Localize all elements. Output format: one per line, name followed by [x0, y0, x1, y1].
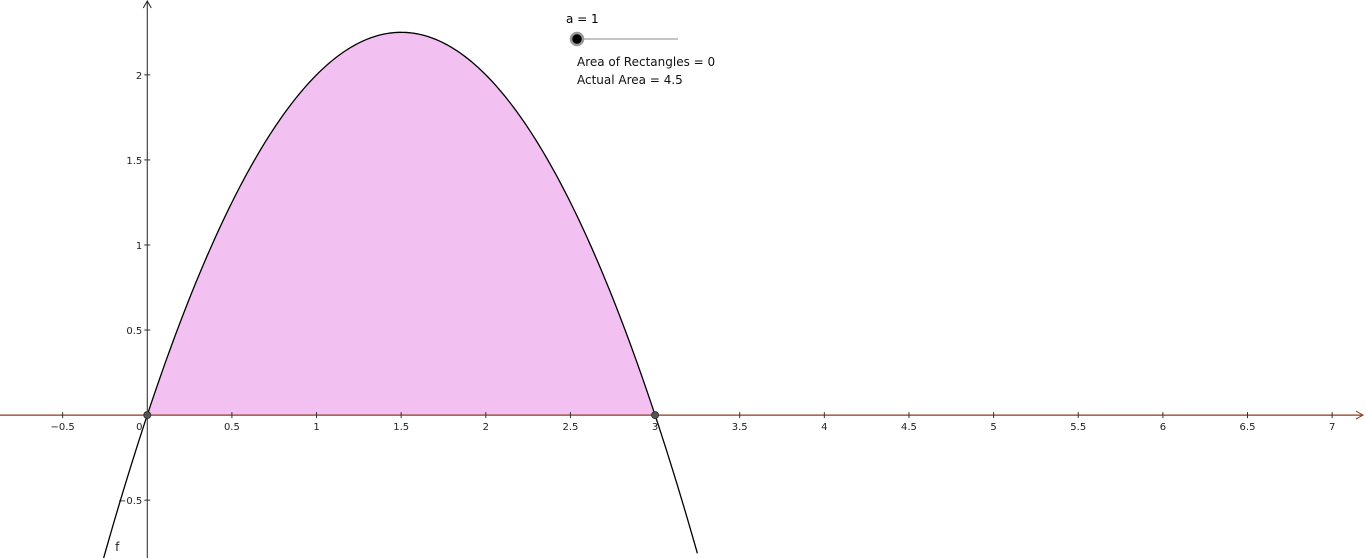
shaded-area-region — [147, 32, 656, 416]
x-tick-label: −0.5 — [50, 422, 74, 433]
y-tick-label: 2 — [136, 71, 142, 82]
x-tick-label: 0 — [136, 422, 142, 433]
x-tick-label: 7 — [1329, 422, 1335, 433]
x-tick-label: 3 — [652, 422, 658, 433]
function-curve[interactable] — [96, 31, 699, 558]
function-label: f — [115, 540, 120, 554]
x-tick-label: 5.5 — [1070, 422, 1086, 433]
slider-knob[interactable] — [569, 31, 585, 47]
x-tick-label: 0.5 — [224, 422, 240, 433]
x-tick-label: 6 — [1160, 422, 1166, 433]
points-layer — [143, 411, 660, 420]
x-tick-label: 6.5 — [1240, 422, 1256, 433]
y-axis-ticks: −0.5 0.5 1 1.5 2 — [118, 71, 151, 507]
y-tick-label: 1 — [136, 241, 142, 252]
slider-label: a = 1 — [566, 12, 599, 26]
x-tick-label: 5 — [990, 422, 996, 433]
x-tick-label: 1 — [313, 422, 319, 433]
x-tick-label: 1.5 — [393, 422, 409, 433]
x-tick-label: 4 — [821, 422, 827, 433]
y-tick-label: −0.5 — [118, 496, 142, 507]
x-axis-arrow-icon — [1355, 410, 1365, 420]
y-tick-label: 1.5 — [126, 156, 142, 167]
y-axis-arrow-icon — [142, 0, 152, 9]
intersection-point[interactable] — [651, 411, 660, 420]
actual-area-text: Actual Area = 4.5 — [577, 73, 683, 87]
rectangles-area-text: Area of Rectangles = 0 — [577, 55, 716, 69]
intersection-point[interactable] — [143, 411, 152, 420]
x-tick-label: 3.5 — [732, 422, 748, 433]
y-tick-label: 0.5 — [126, 326, 142, 337]
x-tick-label: 2.5 — [562, 422, 578, 433]
x-tick-label: 4.5 — [901, 422, 917, 433]
x-tick-label: 2 — [483, 422, 489, 433]
